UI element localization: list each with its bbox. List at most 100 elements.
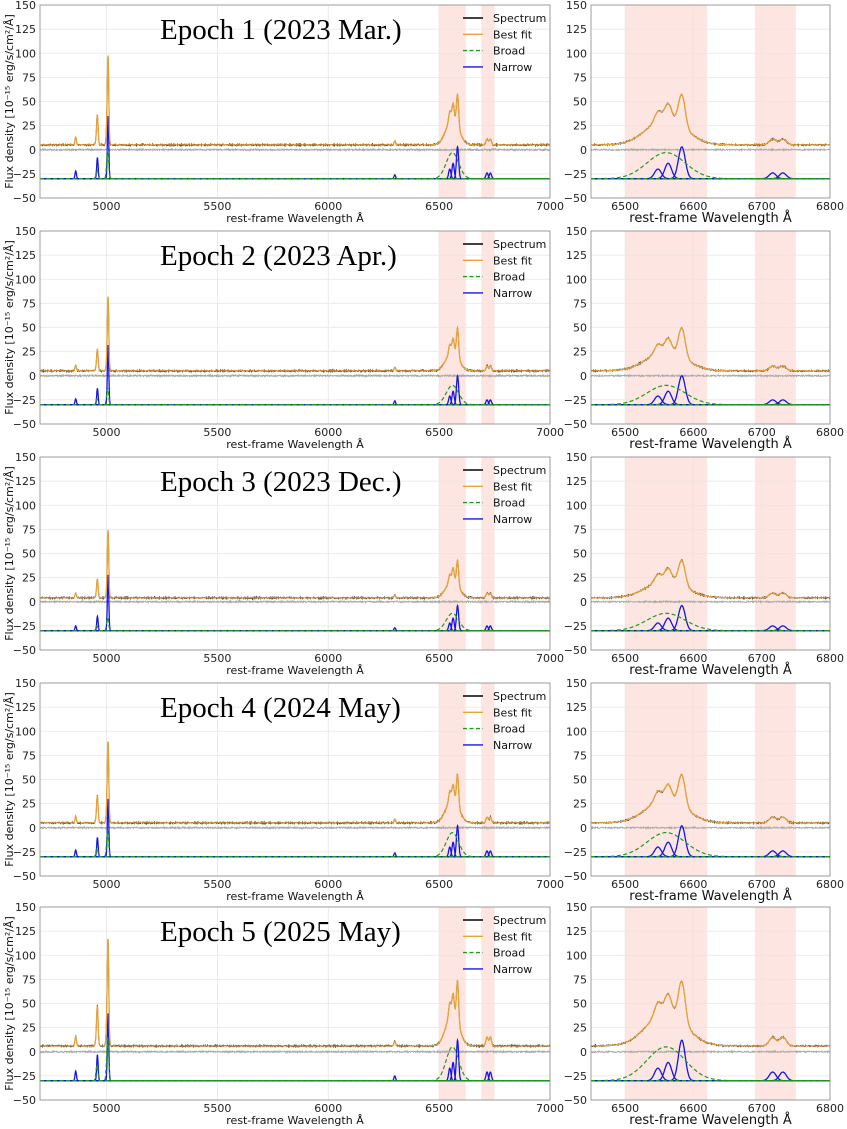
residual-series [591, 825, 830, 831]
x-tick-label: 7000 [536, 426, 564, 439]
y-tick-label: 25 [573, 346, 587, 359]
epoch-title: Epoch 1 (2023 Mar.) [160, 14, 402, 46]
y-tick-label: 0 [580, 596, 587, 609]
axes-frame [590, 4, 831, 199]
y-tick-label: 50 [22, 998, 36, 1011]
residual-series [40, 147, 550, 153]
panel-left-4: −50 −25 0 25 50 75 100 125 150 5000 5500 6000 6500 70… [3, 677, 564, 903]
y-tick-label: 75 [22, 297, 36, 310]
broad-component [40, 832, 550, 858]
legend-label-spectrum: Spectrum [493, 464, 546, 477]
x-tick-label: 5000 [93, 426, 121, 439]
x-tick-label: 6600 [679, 878, 707, 891]
y-tick-label: 0 [580, 144, 587, 157]
broad-component [40, 1046, 550, 1082]
y-tick-label: 25 [22, 346, 36, 359]
x-tick-label: 5500 [203, 652, 231, 665]
y-axis-label: Flux density [10⁻¹⁵ erg/s/cm²/Å] [3, 240, 16, 415]
legend-label-broad: Broad [493, 947, 525, 960]
y-tick-label: −50 [564, 418, 587, 431]
best-fit-series [591, 559, 830, 599]
y-tick-label: 125 [15, 701, 36, 714]
y-tick-label: 50 [22, 548, 36, 561]
x-tick-label: 6600 [679, 200, 707, 213]
axes-frame [590, 456, 831, 651]
y-tick-label: 100 [15, 949, 36, 962]
y-tick-label: 100 [566, 725, 587, 738]
y-tick-label: 0 [29, 144, 36, 157]
residual-series [591, 373, 830, 379]
y-tick-label: 0 [580, 370, 587, 383]
y-tick-label: 150 [566, 677, 587, 690]
y-tick-label: 150 [15, 225, 36, 238]
y-tick-label: 125 [15, 23, 36, 36]
y-tick-label: 50 [22, 322, 36, 335]
series-group [40, 54, 550, 180]
x-tick-label: 6000 [314, 652, 342, 665]
y-tick-label: 75 [22, 71, 36, 84]
legend: Spectrum Best fit Broad Narrow [463, 914, 546, 976]
best-fit-series [40, 54, 550, 146]
x-axis-label: rest-frame Wavelength Å [226, 212, 364, 225]
y-tick-label: −25 [13, 168, 36, 181]
y-tick-label: 75 [22, 749, 36, 762]
x-tick-label: 6800 [816, 426, 844, 439]
y-tick-label: 75 [22, 523, 36, 536]
y-tick-label: −25 [564, 620, 587, 633]
residual-series [591, 147, 830, 153]
legend-label-best-fit: Best fit [493, 480, 533, 493]
y-tick-label: −25 [13, 846, 36, 859]
legend-label-spectrum: Spectrum [493, 12, 546, 25]
y-tick-label: 25 [22, 1022, 36, 1035]
panel-left-2: −50 −25 0 25 50 75 100 125 150 5000 5500 6000 6500 70… [3, 225, 564, 451]
legend-label-best-fit: Best fit [493, 28, 533, 41]
legend: Spectrum Best fit Broad Narrow [463, 464, 546, 526]
x-axis-label: rest-frame Wavelength Å [226, 890, 364, 903]
y-tick-label: −50 [13, 644, 36, 657]
y-tick-label: 150 [15, 677, 36, 690]
x-tick-label: 6000 [314, 200, 342, 213]
y-tick-label: 100 [15, 725, 36, 738]
best-fit-series [40, 530, 550, 599]
x-tick-label: 6000 [314, 1102, 342, 1115]
y-tick-label: 0 [580, 822, 587, 835]
axes-frame [39, 456, 551, 651]
x-tick-label: 5000 [93, 200, 121, 213]
panel-left-3: −50 −25 0 25 50 75 100 125 150 5000 5500 6000 6500 70… [3, 451, 564, 677]
y-tick-label: 150 [15, 901, 36, 914]
panel-left-1: −50 −25 0 25 50 75 100 125 150 5000 5500 6000 6500 70… [3, 0, 564, 225]
panel-left-5: −50 −25 0 25 50 75 100 125 150 5000 5500 6000 6500 70… [3, 901, 564, 1127]
axes-frame [39, 682, 551, 877]
y-tick-label: 100 [566, 949, 587, 962]
legend-label-best-fit: Best fit [493, 930, 533, 943]
y-tick-label: −50 [564, 644, 587, 657]
y-tick-label: 125 [15, 475, 36, 488]
legend-label-broad: Broad [493, 45, 525, 58]
y-tick-label: 0 [29, 1046, 36, 1059]
broad-component [591, 612, 830, 632]
residual-series [591, 599, 830, 605]
y-tick-label: 100 [566, 273, 587, 286]
legend-label-broad: Broad [493, 271, 525, 284]
x-tick-label: 5500 [203, 1102, 231, 1115]
legend-label-narrow: Narrow [493, 739, 532, 752]
y-tick-label: −25 [13, 620, 36, 633]
y-tick-label: −50 [564, 870, 587, 883]
legend-label-spectrum: Spectrum [493, 238, 546, 251]
panel-right-4: −50 −25 0 25 50 75 100 125 150 6500 6600 6700 6800 re… [564, 677, 844, 904]
panel-right-5: −50 −25 0 25 50 75 100 125 150 6500 6600 6700 6800 re… [564, 901, 844, 1128]
y-tick-label: 150 [566, 0, 587, 12]
y-tick-label: −50 [13, 192, 36, 205]
y-tick-label: −25 [564, 1070, 587, 1083]
y-tick-label: 25 [573, 120, 587, 133]
y-tick-label: 25 [573, 572, 587, 585]
best-fit-series [591, 773, 830, 824]
y-tick-label: 75 [573, 297, 587, 310]
panel-right-3: −50 −25 0 25 50 75 100 125 150 6500 6600 6700 6800 re… [564, 451, 844, 678]
broad-component [591, 384, 830, 406]
legend-label-narrow: Narrow [493, 513, 532, 526]
y-tick-label: −50 [564, 1094, 587, 1107]
y-tick-label: 150 [15, 451, 36, 464]
y-tick-label: 100 [15, 499, 36, 512]
series-group [591, 773, 830, 858]
